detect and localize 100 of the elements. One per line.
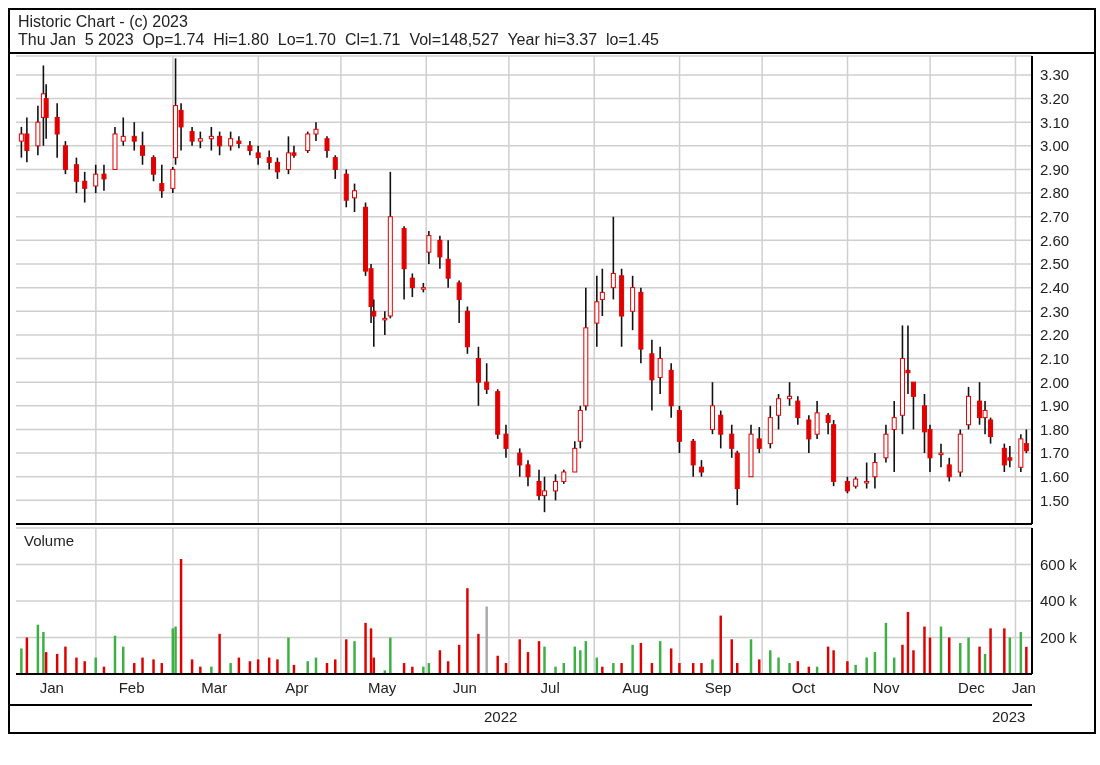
candlestick (313, 121, 319, 142)
x-tick-label: May (368, 678, 397, 696)
bar (477, 633, 480, 674)
candlestick (709, 381, 715, 435)
y-tick-label: 600 k (1040, 555, 1078, 573)
bar (389, 637, 392, 674)
bar (769, 650, 772, 674)
bar (83, 661, 86, 674)
bar (1025, 646, 1028, 674)
x-tick-label: Jul (540, 678, 560, 696)
bar (345, 639, 348, 674)
candlestick (718, 409, 724, 450)
bar (923, 626, 926, 674)
candlestick (82, 171, 88, 204)
candlestick (54, 102, 60, 159)
bar (700, 663, 703, 674)
y-axis-title: Volume (24, 532, 75, 549)
candlestick (426, 230, 432, 265)
bar (1003, 628, 1006, 674)
candlestick (787, 381, 793, 407)
bar (612, 663, 615, 674)
candlestick (93, 163, 99, 194)
candlestick (131, 121, 137, 152)
candlestick (255, 145, 261, 166)
bar (287, 637, 290, 674)
candlestick (266, 149, 272, 171)
candlestick (503, 423, 509, 459)
candlestick (475, 345, 481, 407)
x-tick-label: Nov (872, 678, 900, 696)
bar (719, 615, 722, 674)
bar (832, 650, 835, 674)
y-tick-label: 1.50 (1040, 491, 1070, 509)
y-tick-label: 1.70 (1040, 444, 1070, 462)
bar (967, 637, 970, 674)
bar (678, 663, 681, 674)
candlestick (594, 275, 600, 348)
candlestick (437, 234, 443, 270)
y-tick-label: 2.20 (1040, 326, 1070, 344)
y-tick-label: 3.30 (1040, 66, 1070, 84)
bar (422, 666, 425, 674)
y-tick-label: 2.90 (1040, 160, 1070, 178)
bar (711, 659, 714, 674)
x-tick-label: Jan (1011, 678, 1036, 696)
candlestick (324, 135, 330, 159)
bar (543, 646, 546, 674)
bar (496, 655, 499, 674)
candlestick (352, 182, 358, 213)
candlestick (101, 163, 107, 192)
y-tick-label: 2.50 (1040, 255, 1070, 273)
y-tick-label: 2.80 (1040, 184, 1070, 202)
y-tick-label: 1.60 (1040, 468, 1070, 486)
candlestick (599, 267, 605, 317)
bar (978, 646, 981, 674)
bar (152, 659, 155, 674)
bar (276, 659, 279, 674)
candlestick (409, 272, 415, 298)
candlestick (729, 423, 735, 459)
bar (353, 641, 356, 674)
candlestick (825, 412, 831, 435)
bar (75, 657, 78, 674)
bar (229, 663, 232, 674)
bar (579, 650, 582, 674)
bar (901, 644, 904, 674)
candlestick (456, 279, 462, 324)
candlestick (120, 116, 126, 147)
candlestick (151, 154, 157, 183)
candlestick (62, 140, 68, 175)
bar (411, 666, 414, 674)
bar (620, 663, 623, 674)
candlestick (872, 452, 878, 490)
bar (20, 648, 23, 674)
x-tick-label: Jun (452, 678, 477, 696)
x-tick-label: Jan (39, 678, 64, 696)
y-tick-label: 1.90 (1040, 397, 1070, 415)
bar (141, 657, 144, 674)
bar (865, 657, 868, 674)
candlestick (35, 104, 41, 157)
bar (64, 646, 67, 674)
candlestick (332, 154, 338, 180)
candlestick (806, 414, 812, 454)
bar (959, 642, 962, 674)
bar (631, 644, 634, 674)
y-tick-label: 3.00 (1040, 137, 1070, 155)
y-tick-label: 2.70 (1040, 208, 1070, 226)
bar (601, 666, 604, 674)
x-tick-label: Sep (704, 678, 732, 696)
candlestick (814, 400, 820, 440)
candlestick (630, 275, 636, 331)
candlestick (445, 239, 451, 289)
candlestick (382, 310, 388, 336)
y-tick-label: 2.00 (1040, 373, 1070, 391)
bar (199, 666, 202, 674)
x-tick-label: Feb (118, 678, 145, 696)
candlestick (795, 395, 801, 426)
candlestick (910, 381, 916, 431)
bar (364, 622, 367, 674)
chart-title: Historic Chart - (c) 2023 (18, 13, 189, 31)
bar (777, 657, 780, 674)
candlestick (208, 126, 214, 152)
candlestick (484, 362, 490, 395)
